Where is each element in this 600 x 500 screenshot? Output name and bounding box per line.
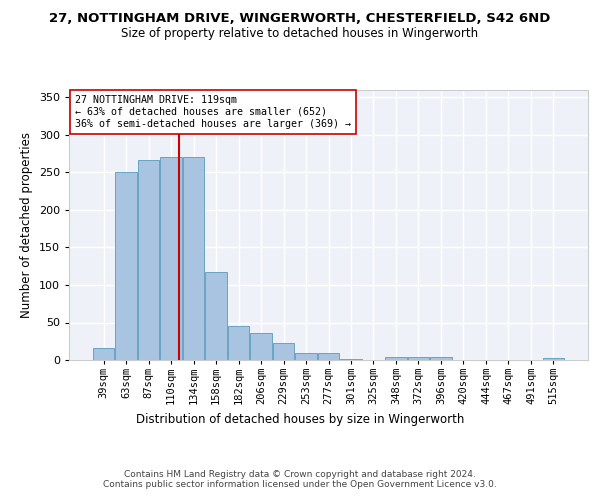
- Text: Size of property relative to detached houses in Wingerworth: Size of property relative to detached ho…: [121, 28, 479, 40]
- Bar: [340, 358, 362, 360]
- Bar: [160, 158, 182, 360]
- Bar: [385, 357, 407, 360]
- Bar: [295, 353, 317, 360]
- Bar: [407, 357, 430, 360]
- Bar: [227, 326, 250, 360]
- Y-axis label: Number of detached properties: Number of detached properties: [20, 132, 33, 318]
- Bar: [542, 358, 565, 360]
- Text: 27 NOTTINGHAM DRIVE: 119sqm
← 63% of detached houses are smaller (652)
36% of se: 27 NOTTINGHAM DRIVE: 119sqm ← 63% of det…: [75, 96, 351, 128]
- Bar: [430, 357, 452, 360]
- Text: Contains HM Land Registry data © Crown copyright and database right 2024.
Contai: Contains HM Land Registry data © Crown c…: [103, 470, 497, 490]
- Bar: [182, 158, 205, 360]
- Bar: [137, 160, 160, 360]
- Bar: [205, 272, 227, 360]
- Bar: [115, 172, 137, 360]
- Text: Distribution of detached houses by size in Wingerworth: Distribution of detached houses by size …: [136, 412, 464, 426]
- Bar: [317, 353, 340, 360]
- Text: 27, NOTTINGHAM DRIVE, WINGERWORTH, CHESTERFIELD, S42 6ND: 27, NOTTINGHAM DRIVE, WINGERWORTH, CHEST…: [49, 12, 551, 26]
- Bar: [250, 333, 272, 360]
- Bar: [92, 348, 115, 360]
- Bar: [272, 343, 295, 360]
